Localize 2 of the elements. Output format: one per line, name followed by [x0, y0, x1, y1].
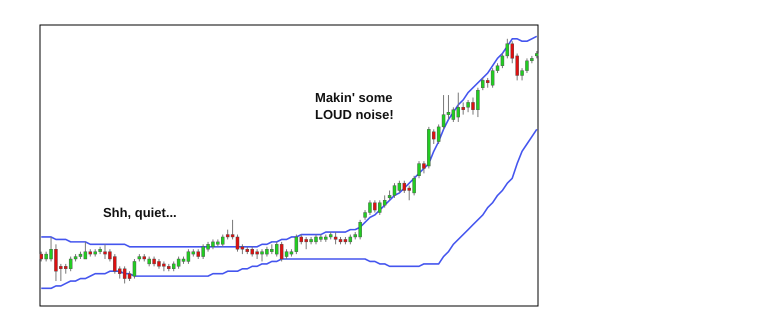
- annotation: Shh, quiet...: [103, 205, 177, 220]
- annotation: Makin' some LOUD noise!: [315, 90, 394, 122]
